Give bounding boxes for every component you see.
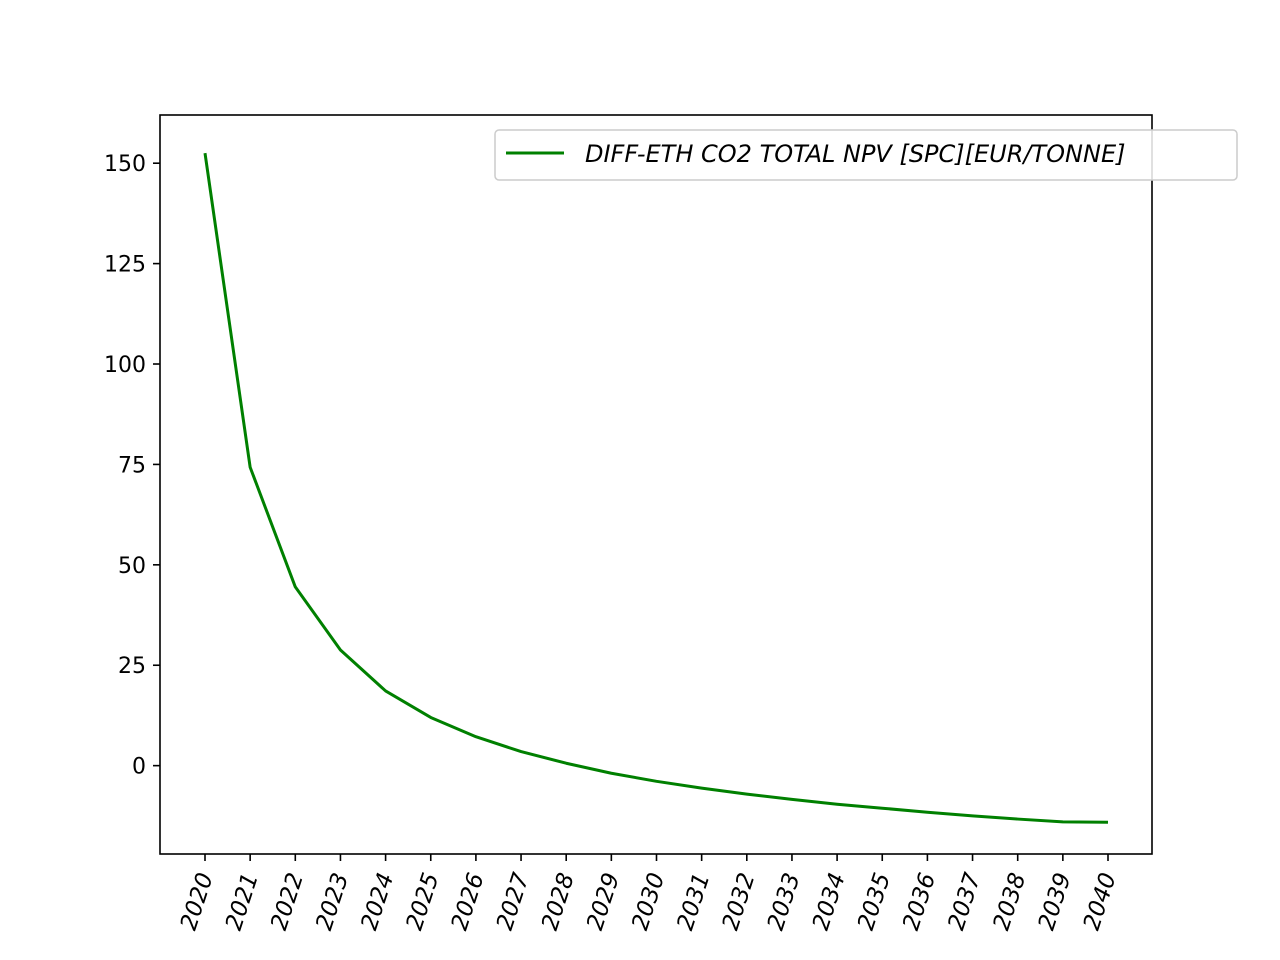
y-tick-label: 50 — [118, 554, 146, 579]
y-tick-label: 125 — [104, 253, 146, 278]
y-tick-label: 25 — [118, 654, 146, 679]
plot-area-frame — [159, 114, 1153, 855]
y-axis-ticks: 0 25 50 75 100 125 150 — [104, 152, 160, 780]
y-tick-label: 0 — [132, 755, 146, 780]
y-tick-label: 150 — [104, 152, 146, 177]
legend: DIFF-ETH CO2 TOTAL NPV [SPC][EUR/TONNE] — [494, 129, 1238, 181]
legend-box — [494, 129, 1238, 181]
y-tick-label: 100 — [104, 353, 146, 378]
y-tick-label: 75 — [118, 453, 146, 478]
series-line — [203, 152, 1109, 824]
legend-label: DIFF-ETH CO2 TOTAL NPV [SPC][EUR/TONNE] — [585, 140, 1126, 168]
